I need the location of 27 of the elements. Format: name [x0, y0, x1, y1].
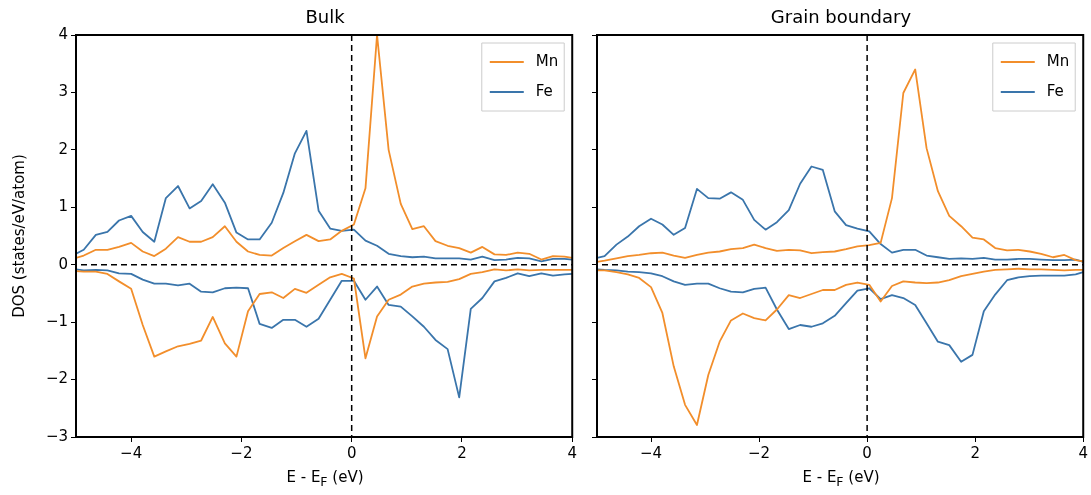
x-tick-label: 2 [970, 443, 980, 462]
y-tick-label: 3 [58, 82, 68, 101]
chart-title: Bulk [304, 6, 346, 27]
x-tick-label: 4 [1078, 443, 1088, 462]
x-tick-label: −4 [639, 443, 663, 462]
x-tick-label: 0 [346, 443, 357, 462]
x-tick-label: 4 [567, 443, 577, 462]
legend-label: Mn [1046, 51, 1070, 70]
y-tick-label: 1 [58, 197, 68, 216]
y-tick-label: 2 [58, 139, 68, 158]
y-tick-label: 0 [58, 254, 68, 273]
x-tick-label: 0 [862, 443, 872, 462]
legend-label: Fe [1046, 81, 1064, 100]
x-axis-title: E - E$_{F}$ (eV) [285, 468, 365, 489]
x-tick-label: −4 [120, 443, 143, 462]
legend-label: Fe [535, 81, 553, 100]
chart-title: Grain boundary [769, 6, 913, 27]
x-tick-label: 2 [457, 443, 467, 462]
legend-label: Mn [535, 51, 559, 70]
y-tick-label: −3 [45, 426, 68, 445]
y-axis-title: DOS (states/eV/atom) [9, 154, 28, 318]
y-tick-label: −2 [45, 369, 68, 388]
x-tick-label: −2 [230, 443, 253, 462]
x-tick-label: −2 [748, 443, 771, 462]
x-axis-title: E - E$_{F}$ (eV) [801, 468, 881, 489]
y-tick-label: −1 [45, 312, 68, 331]
y-tick-label: 4 [58, 24, 68, 43]
